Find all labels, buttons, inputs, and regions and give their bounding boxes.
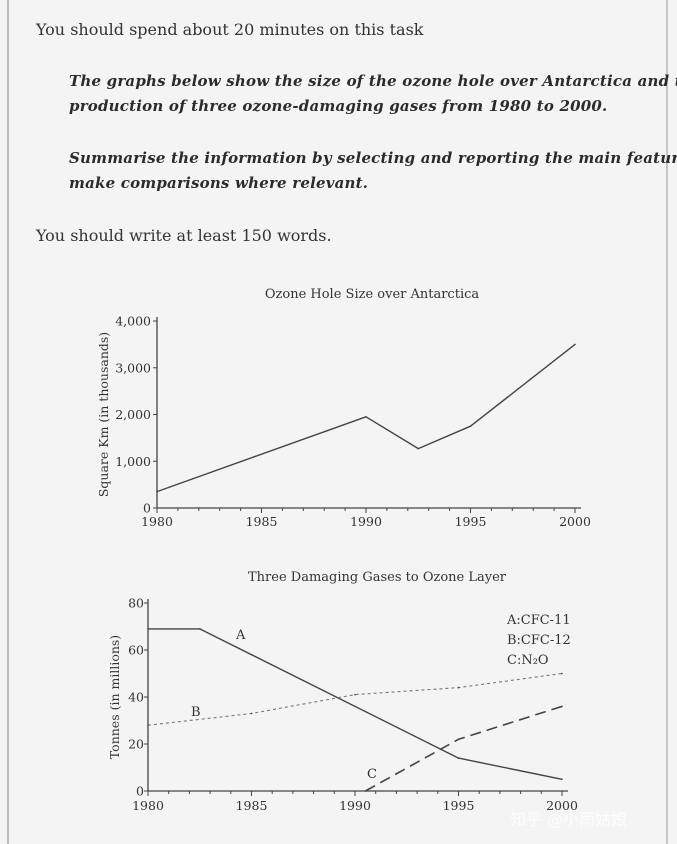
data-point	[156, 491, 158, 493]
legend-entry: B:CFC-12	[507, 633, 571, 648]
data-point	[365, 790, 367, 792]
x-tick-label: 1985	[246, 514, 278, 529]
x-tick-label: 1985	[236, 798, 268, 813]
series-label: B	[191, 705, 201, 720]
chart-title: Three Damaging Gases to Ozone Layer	[248, 570, 507, 585]
data-point	[365, 416, 367, 418]
data-point	[561, 673, 563, 675]
series-line-ozone-hole-size	[157, 344, 575, 491]
y-tick-label: 80	[128, 596, 144, 611]
data-point	[470, 425, 472, 427]
data-point	[417, 448, 419, 450]
y-tick-label: 2,000	[115, 407, 151, 422]
y-tick-label: 0	[136, 784, 144, 799]
data-point	[458, 687, 460, 689]
legend-entry: A:CFC-11	[506, 613, 571, 628]
data-point	[574, 344, 576, 346]
series-line-b	[148, 674, 562, 726]
data-point	[147, 628, 149, 630]
x-tick-label: 1980	[141, 514, 173, 529]
series-line-a	[148, 629, 562, 779]
y-tick-label: 4,000	[115, 314, 151, 329]
series-label: A	[235, 628, 246, 643]
y-tick-label: 3,000	[115, 360, 151, 375]
data-point	[199, 628, 201, 630]
data-point	[458, 757, 460, 759]
chart-title: Ozone Hole Size over Antarctica	[265, 287, 480, 302]
data-point	[147, 724, 149, 726]
legend-entry: C:N₂O	[507, 653, 549, 668]
data-point	[561, 778, 563, 780]
data-point	[354, 694, 356, 696]
y-tick-label: 40	[128, 690, 144, 705]
data-point	[561, 706, 563, 708]
x-tick-label: 2000	[559, 514, 591, 529]
x-tick-label: 1980	[132, 798, 164, 813]
data-point	[458, 739, 460, 741]
y-tick-label: 1,000	[115, 454, 151, 469]
y-axis-label: Square Km (in thousands)	[96, 332, 111, 497]
series-label: C	[367, 767, 377, 782]
y-tick-label: 60	[128, 643, 144, 658]
x-tick-label: 1990	[339, 798, 371, 813]
data-point	[251, 713, 253, 715]
x-tick-label: 1995	[455, 514, 487, 529]
y-axis-label: Tonnes (in millions)	[107, 635, 122, 759]
x-tick-label: 1995	[443, 798, 475, 813]
watermark: 知乎 @小雨姑娘	[510, 806, 627, 830]
y-tick-label: 20	[128, 737, 144, 752]
x-tick-label: 1990	[350, 514, 382, 529]
series-line-c	[365, 706, 562, 791]
